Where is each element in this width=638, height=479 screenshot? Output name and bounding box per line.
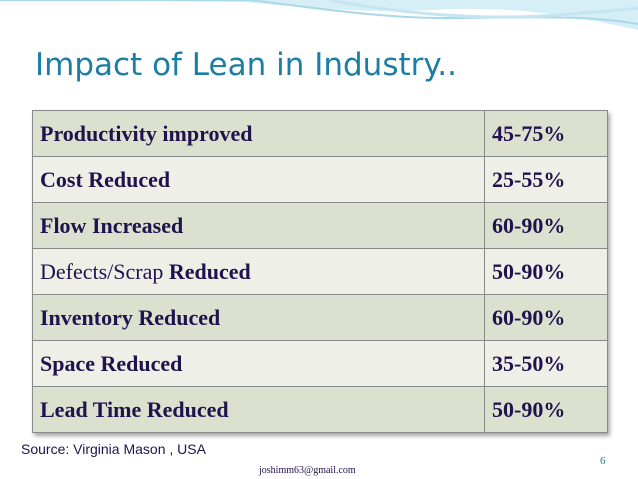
row-value: 35-50%: [484, 340, 608, 387]
row-label: Flow Increased: [32, 202, 485, 249]
table-row: Cost Reduced 25-55%: [32, 156, 608, 203]
table-row: Space Reduced 35-50%: [32, 340, 608, 387]
table-row: Lead Time Reduced 50-90%: [32, 386, 608, 433]
table-row: Productivity improved 45-75%: [32, 110, 608, 157]
row-value: 50-90%: [484, 248, 608, 295]
source-note: Source: Virginia Mason , USA: [21, 441, 206, 457]
row-label: Defects/Scrap Reduced: [32, 248, 485, 295]
row-label: Space Reduced: [32, 340, 485, 387]
row-label: Inventory Reduced: [32, 294, 485, 341]
row-label: Cost Reduced: [32, 156, 485, 203]
row-value: 60-90%: [484, 294, 608, 341]
row-value: 50-90%: [484, 386, 608, 433]
table-row: Defects/Scrap Reduced 50-90%: [32, 248, 608, 295]
lean-impact-table: Productivity improved 45-75% Cost Reduce…: [32, 110, 608, 433]
row-label-suffix: Reduced: [168, 258, 251, 284]
footer-email: joshimm63@gmail.com: [259, 465, 356, 476]
page-number: 6: [600, 455, 606, 467]
row-value: 45-75%: [484, 110, 608, 157]
slide-title: Impact of Lean in Industry..: [35, 47, 458, 83]
table-row: Flow Increased 60-90%: [32, 202, 608, 249]
row-value: 60-90%: [484, 202, 608, 249]
row-label: Lead Time Reduced: [32, 386, 485, 433]
table-row: Inventory Reduced 60-90%: [32, 294, 608, 341]
row-value: 25-55%: [484, 156, 608, 203]
row-label: Productivity improved: [32, 110, 485, 157]
header-wave-decoration: [0, 0, 638, 30]
row-label-prefix: Defects/Scrap: [40, 258, 169, 284]
